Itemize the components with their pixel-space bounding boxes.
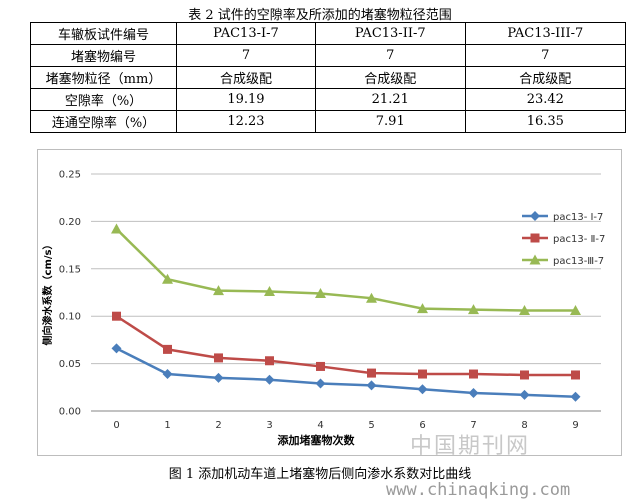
table-cell: 7 bbox=[464, 44, 627, 67]
x-tick-label: 0 bbox=[113, 420, 119, 431]
table-caption: 表 2 试件的空隙率及所添加的堵塞物粒径范围 bbox=[188, 8, 452, 23]
table-cell: 堵塞物粒径（mm） bbox=[30, 66, 177, 89]
legend-label: pac13-Ⅲ-7 bbox=[553, 256, 604, 267]
x-tick-label: 6 bbox=[419, 420, 425, 431]
watermark-url: www.chinaqking.com bbox=[386, 480, 571, 500]
table-row: 连通空隙率（%） 12.23 7.91 16.35 bbox=[30, 110, 627, 133]
y-tick-label: 0.25 bbox=[59, 170, 81, 181]
data-point bbox=[417, 303, 428, 314]
data-point bbox=[264, 286, 275, 297]
legend-marker bbox=[529, 254, 541, 265]
y-tick-label: 0.15 bbox=[59, 264, 81, 275]
y-tick-label: 0.20 bbox=[59, 217, 81, 228]
series-line-1 bbox=[115, 347, 576, 399]
table-cell: 合成级配 bbox=[464, 66, 627, 89]
data-point bbox=[417, 384, 428, 395]
table-header-cell: PAC13-III-7 bbox=[464, 22, 627, 45]
table-row: 车辙板试件编号 PAC13-I-7 PAC13-II-7 PAC13-III-7 bbox=[30, 22, 627, 45]
data-point bbox=[570, 391, 581, 402]
data-point bbox=[315, 287, 326, 298]
data-point bbox=[111, 343, 122, 354]
data-point bbox=[112, 311, 121, 321]
table-cell: 7.91 bbox=[314, 110, 466, 133]
data-point bbox=[162, 273, 173, 284]
data-point bbox=[469, 369, 478, 379]
y-tick-label: 0.00 bbox=[59, 407, 81, 418]
data-point bbox=[265, 356, 274, 366]
data-point bbox=[367, 368, 376, 378]
table-row: 堵塞物粒径（mm） 合成级配 合成级配 合成级配 bbox=[30, 66, 627, 89]
table-row: 空隙率（%） 19.19 21.21 23.42 bbox=[30, 88, 627, 111]
data-point bbox=[162, 369, 173, 380]
table-cell: 23.42 bbox=[464, 88, 627, 111]
x-tick-label: 9 bbox=[572, 420, 578, 431]
table-row: 堵塞物编号 7 7 7 bbox=[30, 44, 627, 67]
table-cell: 7 bbox=[314, 44, 466, 67]
data-point bbox=[366, 380, 377, 391]
figure-caption: 图 1 添加机动车道上堵塞物后侧向渗水系数对比曲线 bbox=[168, 467, 472, 482]
table-cell: 21.21 bbox=[314, 88, 466, 111]
table-cell: 合成级配 bbox=[314, 66, 466, 89]
data-point bbox=[519, 389, 530, 400]
table-header-cell: 车辙板试件编号 bbox=[30, 22, 177, 45]
data-point bbox=[214, 353, 223, 363]
specimen-table: 车辙板试件编号 PAC13-I-7 PAC13-II-7 PAC13-III-7 堵塞物… bbox=[30, 22, 627, 133]
x-tick-label: 4 bbox=[317, 420, 323, 431]
legend-label: pac13- Ⅱ-7 bbox=[553, 234, 605, 245]
x-tick-label: 2 bbox=[215, 420, 221, 431]
data-point bbox=[418, 369, 427, 379]
table-cell: 12.23 bbox=[176, 110, 316, 133]
table-cell: 空隙率（%） bbox=[30, 88, 177, 111]
y-tick-label: 0.10 bbox=[59, 312, 81, 323]
watermark-cn: 中国期刊网 bbox=[410, 434, 531, 459]
x-axis-title: 添加堵塞物次数 bbox=[278, 433, 356, 447]
x-tick-label: 5 bbox=[368, 420, 374, 431]
y-tick-label: 0.05 bbox=[59, 359, 81, 370]
data-point bbox=[213, 285, 224, 296]
line-chart: 0.00 0.05 0.10 0.15 0.20 0.25 0 1 2 3 4 5 6 7 8 9 添加堵塞物次… bbox=[41, 170, 605, 448]
legend-marker bbox=[530, 233, 540, 243]
table-cell: 19.19 bbox=[176, 88, 316, 111]
x-tick-label: 8 bbox=[521, 420, 527, 431]
data-point bbox=[570, 305, 581, 316]
table-cell: 连通空隙率（%） bbox=[30, 110, 177, 133]
data-point bbox=[468, 387, 479, 398]
x-tick-label: 1 bbox=[164, 420, 170, 431]
series-line-3 bbox=[115, 228, 576, 312]
legend-marker bbox=[530, 211, 540, 221]
chart-area: 0.00 0.05 0.10 0.15 0.20 0.25 0 1 2 3 4 5 6 7 8 9 添加堵塞物次… bbox=[37, 149, 622, 456]
data-point bbox=[213, 372, 224, 383]
data-point bbox=[264, 374, 275, 385]
table-cell: 16.35 bbox=[464, 110, 627, 133]
data-point bbox=[316, 361, 325, 371]
series-line-2 bbox=[115, 315, 576, 377]
table-cell: 合成级配 bbox=[176, 66, 316, 89]
table-header-cell: PAC13-I-7 bbox=[176, 22, 316, 45]
data-point bbox=[519, 305, 530, 316]
data-point bbox=[163, 344, 172, 354]
table-cell: 堵塞物编号 bbox=[30, 44, 177, 67]
legend-label: pac13- Ⅰ-7 bbox=[553, 212, 603, 223]
data-point bbox=[520, 370, 529, 380]
data-point bbox=[366, 292, 377, 303]
x-tick-label: 3 bbox=[266, 420, 272, 431]
data-point bbox=[111, 223, 122, 234]
y-axis-title: 侧向渗水系数（cm/s） bbox=[41, 240, 54, 346]
table-header-cell: PAC13-II-7 bbox=[314, 22, 466, 45]
x-tick-label: 7 bbox=[470, 420, 476, 431]
data-point bbox=[468, 304, 479, 315]
data-point bbox=[571, 370, 580, 380]
data-point bbox=[315, 378, 326, 389]
table-cell: 7 bbox=[176, 44, 316, 67]
